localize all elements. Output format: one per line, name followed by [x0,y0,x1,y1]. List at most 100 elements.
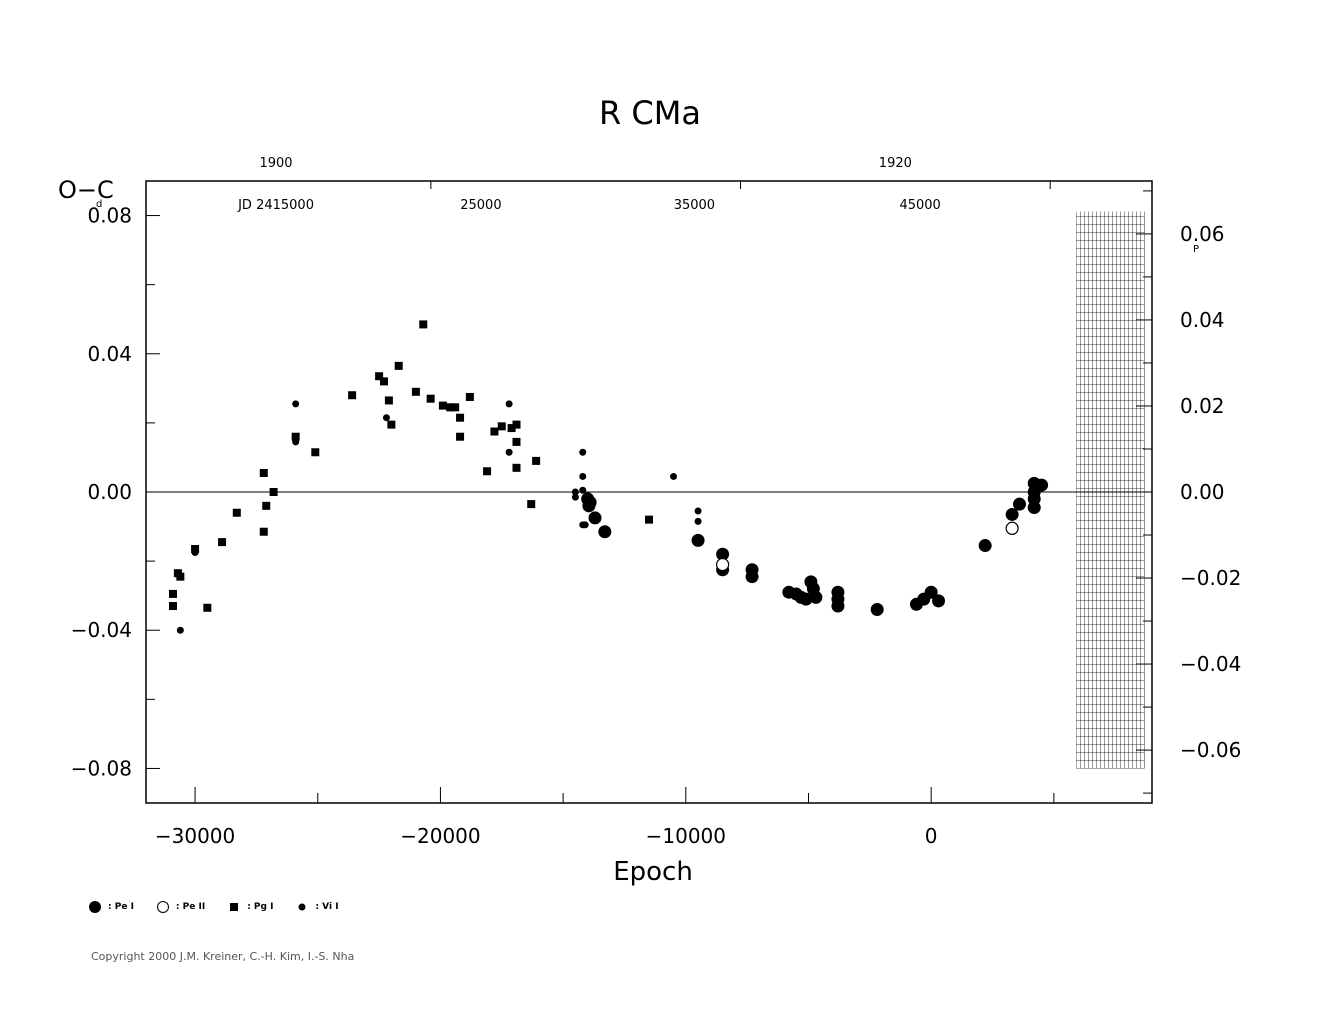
data-point-pe1 [716,547,730,561]
data-point-pe1 [598,525,612,539]
data-point-pe1 [1013,497,1027,511]
data-point-vi1 [382,414,390,422]
data-point-vi1 [670,472,678,480]
right-y-tick-label: 0.02 [1180,394,1225,418]
data-point-pe2 [716,557,730,572]
data-point-pe1 [799,592,813,606]
right-y-tick-label: 0.00 [1180,480,1225,504]
data-point-vi1 [584,500,592,508]
data-point-pg1 [456,432,465,441]
open-circle-icon [156,901,169,913]
data-point-pg1 [507,424,516,433]
filled-square-icon [230,903,239,911]
data-point-pg1 [451,403,460,412]
small-dot-icon [298,903,306,911]
data-point-vi1 [581,521,589,529]
right-axis-unit: P [1193,244,1199,255]
data-point-pe1 [745,570,759,584]
legend-item-pg1: : Pg I [227,900,273,914]
data-point-pg1 [426,394,435,403]
legend-label: : Vi I [315,902,339,912]
data-point-pg1 [394,361,403,370]
x-tick-label: −20000 [400,824,480,848]
data-point-pg1 [269,488,278,496]
chart-title: R CMa [599,94,701,132]
data-point-vi1 [176,626,184,634]
legend-item-pe1: : Pe I [88,900,134,914]
top-year-label: 1900 [259,156,292,171]
data-point-pg1 [512,437,521,446]
data-point-vi1 [694,507,702,515]
legend-item-pe2: : Pe II [156,900,205,914]
data-point-pg1 [232,508,241,517]
right-y-tick-label: −0.04 [1180,652,1241,676]
data-point-vi1 [579,486,587,494]
legend: : Pe I : Pe II : Pg I : Vi I [88,900,361,914]
data-point-pe1 [691,533,705,547]
jd-label: JD 2415000 [237,198,314,213]
x-tick-label: −30000 [155,824,235,848]
data-point-pg1 [176,572,185,581]
data-point-vi1 [505,400,513,408]
data-point-pg1 [168,589,177,598]
x-axis-label: Epoch [613,857,693,887]
y-tick-label: 0.04 [87,342,132,366]
data-point-vi1 [191,548,199,556]
data-point-pg1 [380,377,389,386]
data-point-pg1 [438,401,447,410]
legend-label: : Pe I [108,902,134,912]
data-point-pg1 [168,602,177,611]
jd-label: 25000 [460,198,501,213]
data-point-pg1 [384,396,393,405]
data-point-vi1 [694,517,702,525]
y-axis-unit: d [96,199,102,210]
data-point-pe1 [1005,507,1019,521]
right-y-tick-label: −0.06 [1180,738,1241,762]
data-point-pe1 [978,539,992,553]
data-point-vi1 [571,488,579,496]
data-point-pg1 [259,468,268,477]
data-point-pg1 [387,420,396,429]
filled-circle-icon [89,901,101,913]
data-point-pg1 [311,448,320,457]
data-point-vi1 [579,472,587,480]
legend-label: : Pg I [247,902,274,912]
right-y-tick-label: −0.02 [1180,566,1241,590]
jd-label: 45000 [899,198,940,213]
data-point-pe2 [1005,521,1019,535]
data-point-pg1 [262,501,271,510]
data-point-vi1 [505,448,513,456]
jd-label: 35000 [674,198,715,213]
data-point-pg1 [483,467,492,476]
y-tick-label: −0.04 [71,618,132,642]
data-point-pe1 [932,594,946,608]
data-point-pg1 [512,463,521,472]
data-point-pg1 [291,432,300,441]
data-point-pg1 [497,422,506,431]
data-point-vi1 [571,493,579,501]
data-point-pg1 [259,527,268,536]
data-point-pe1 [870,602,884,616]
data-point-pg1 [532,456,541,465]
data-point-pg1 [411,387,420,396]
y-tick-label: 0.08 [87,204,132,228]
data-point-pg1 [203,603,212,612]
y-axis-label: O−C [58,176,114,204]
data-point-pg1 [512,420,521,429]
data-point-pg1 [446,403,455,412]
data-point-pe1 [809,590,823,604]
data-point-pg1 [527,500,536,509]
data-point-pg1 [419,320,428,329]
y-tick-label: −0.08 [71,756,132,780]
data-point-pg1 [375,372,384,381]
data-point-vi1 [579,448,587,456]
hatched-region [1076,211,1145,769]
data-point-pg1 [218,538,227,547]
data-point-pe1 [588,511,602,525]
data-point-pe1 [1027,501,1041,515]
copyright-text: Copyright 2000 J.M. Kreiner, C.-H. Kim, … [91,950,355,963]
data-point-pg1 [456,413,465,422]
data-point-vi1 [292,400,300,408]
data-point-pg1 [645,515,653,524]
